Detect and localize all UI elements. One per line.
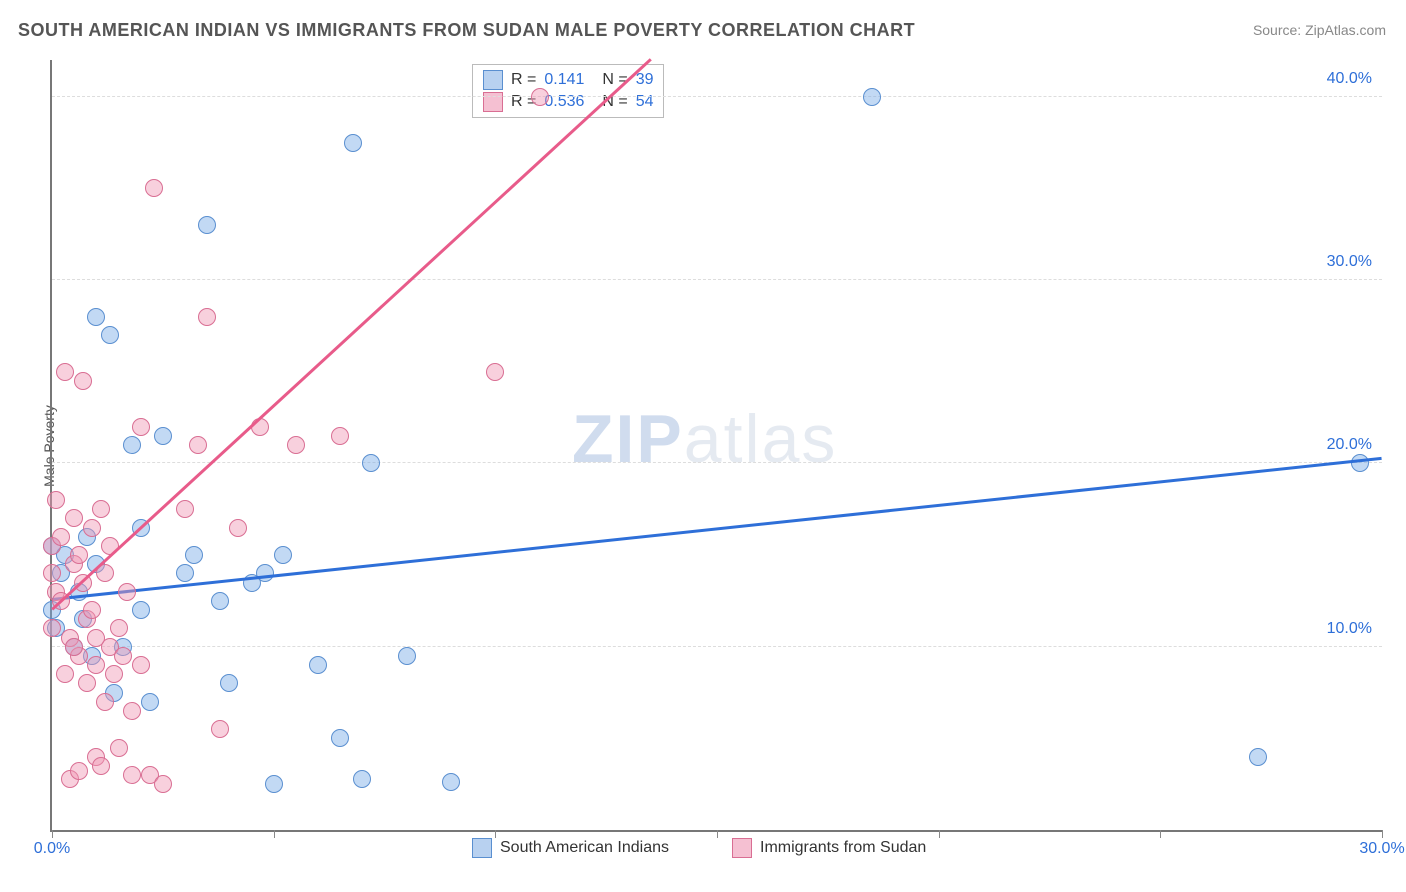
data-point-sudan (114, 647, 132, 665)
data-point-sudan (287, 436, 305, 454)
gridline (52, 96, 1382, 97)
data-point-sudan (123, 766, 141, 784)
data-point-sai (123, 436, 141, 454)
x-tick (1160, 830, 1161, 838)
legend-swatch-sai (483, 70, 503, 90)
y-tick-label: 10.0% (1327, 620, 1372, 638)
data-point-sudan (211, 720, 229, 738)
data-point-sai (863, 88, 881, 106)
data-point-sai (87, 308, 105, 326)
data-point-sai (176, 564, 194, 582)
data-point-sai (211, 592, 229, 610)
data-point-sudan (486, 363, 504, 381)
data-point-sudan (56, 665, 74, 683)
x-tick (495, 830, 496, 838)
data-point-sai (220, 674, 238, 692)
x-tick (1382, 830, 1383, 838)
data-point-sudan (83, 519, 101, 537)
data-point-sai (198, 216, 216, 234)
data-point-sudan (118, 583, 136, 601)
data-point-sai (141, 693, 159, 711)
data-point-sai (442, 773, 460, 791)
legend-label: South American Indians (500, 839, 669, 857)
x-tick-label: 0.0% (34, 840, 70, 858)
y-tick-label: 40.0% (1327, 70, 1372, 88)
x-tick (52, 830, 53, 838)
data-point-sudan (70, 762, 88, 780)
data-point-sudan (331, 427, 349, 445)
data-point-sai (101, 326, 119, 344)
data-point-sudan (531, 88, 549, 106)
x-tick (939, 830, 940, 838)
data-point-sai (256, 564, 274, 582)
data-point-sudan (229, 519, 247, 537)
data-point-sudan (176, 500, 194, 518)
gridline (52, 646, 1382, 647)
legend-label: Immigrants from Sudan (760, 839, 926, 857)
data-point-sai (353, 770, 371, 788)
data-point-sudan (110, 619, 128, 637)
data-point-sudan (154, 775, 172, 793)
data-point-sudan (110, 739, 128, 757)
data-point-sai (132, 601, 150, 619)
trend-line-sai (52, 457, 1382, 601)
data-point-sai (362, 454, 380, 472)
data-point-sudan (123, 702, 141, 720)
data-point-sai (309, 656, 327, 674)
data-point-sudan (43, 619, 61, 637)
data-point-sudan (87, 629, 105, 647)
gridline (52, 462, 1382, 463)
y-tick-label: 20.0% (1327, 436, 1372, 454)
data-point-sudan (132, 418, 150, 436)
data-point-sudan (65, 638, 83, 656)
legend-stats-row-sudan: R =0.536N =54 (483, 91, 653, 113)
bottom-legend-sudan: Immigrants from Sudan (732, 838, 926, 858)
data-point-sai (154, 427, 172, 445)
chart-title: SOUTH AMERICAN INDIAN VS IMMIGRANTS FROM… (18, 20, 915, 41)
data-point-sudan (43, 564, 61, 582)
data-point-sudan (56, 363, 74, 381)
x-tick-label: 30.0% (1359, 840, 1404, 858)
data-point-sai (331, 729, 349, 747)
data-point-sudan (65, 509, 83, 527)
data-point-sai (344, 134, 362, 152)
data-point-sai (265, 775, 283, 793)
data-point-sudan (189, 436, 207, 454)
data-point-sudan (105, 665, 123, 683)
data-point-sudan (92, 500, 110, 518)
data-point-sudan (74, 372, 92, 390)
source-attribution: Source: ZipAtlas.com (1253, 22, 1386, 38)
legend-swatch-sai (472, 838, 492, 858)
scatter-plot-area: ZIPatlas R =0.141N =39R =0.536N =54 10.0… (50, 60, 1382, 832)
bottom-legend-sai: South American Indians (472, 838, 669, 858)
data-point-sudan (52, 528, 70, 546)
data-point-sudan (87, 656, 105, 674)
data-point-sai (185, 546, 203, 564)
data-point-sai (1351, 454, 1369, 472)
data-point-sudan (70, 546, 88, 564)
x-tick (717, 830, 718, 838)
data-point-sudan (198, 308, 216, 326)
watermark: ZIPatlas (572, 400, 837, 478)
x-tick (274, 830, 275, 838)
legend-swatch-sudan (732, 838, 752, 858)
data-point-sai (1249, 748, 1267, 766)
data-point-sudan (96, 693, 114, 711)
data-point-sudan (47, 491, 65, 509)
data-point-sudan (145, 179, 163, 197)
data-point-sudan (83, 601, 101, 619)
data-point-sai (398, 647, 416, 665)
data-point-sai (274, 546, 292, 564)
data-point-sudan (92, 757, 110, 775)
y-tick-label: 30.0% (1327, 253, 1372, 271)
data-point-sudan (132, 656, 150, 674)
gridline (52, 279, 1382, 280)
data-point-sudan (78, 674, 96, 692)
